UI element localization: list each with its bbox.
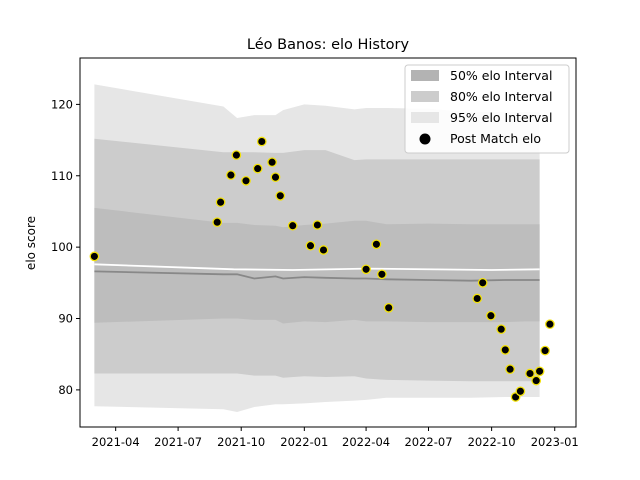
legend-frame bbox=[404, 64, 570, 154]
post-match-point bbox=[89, 251, 100, 262]
post-match-point bbox=[472, 293, 483, 304]
x-tick-label: 2022-04 bbox=[342, 435, 390, 449]
post-match-point bbox=[515, 386, 526, 397]
legend-label-50: 50% elo Interval bbox=[450, 68, 552, 83]
post-match-point bbox=[275, 190, 286, 201]
post-match-point bbox=[377, 269, 387, 280]
legend: 50% elo Interval 80% elo Interval 95% el… bbox=[404, 64, 570, 154]
x-tick-label: 2021-07 bbox=[154, 435, 202, 449]
y-tick-label: 90 bbox=[58, 312, 73, 326]
x-tick-label: 2021-10 bbox=[217, 435, 265, 449]
post-match-point bbox=[486, 310, 496, 321]
y-tick-label: 110 bbox=[51, 169, 73, 183]
post-match-point bbox=[534, 366, 545, 377]
plot-frame bbox=[79, 57, 577, 428]
y-tick-label: 80 bbox=[58, 383, 73, 397]
legend-swatch-50 bbox=[411, 70, 439, 81]
y-tick-label: 120 bbox=[51, 97, 73, 111]
post-match-point bbox=[256, 136, 267, 147]
plot-area bbox=[89, 84, 555, 413]
post-match-point bbox=[287, 220, 298, 231]
post-match-point bbox=[270, 172, 281, 183]
x-tick-label: 2022-07 bbox=[404, 435, 452, 449]
post-match-point bbox=[500, 345, 511, 355]
mean-line bbox=[94, 263, 540, 271]
post-match-point bbox=[531, 375, 542, 386]
band-50-interval bbox=[94, 207, 540, 324]
post-match-point bbox=[525, 368, 535, 379]
x-tick-label: 2021-04 bbox=[92, 435, 140, 449]
axes: 2021-04 2021-07 2021-10 2022-01 2022-04 2022-… bbox=[51, 57, 579, 449]
median-line bbox=[94, 270, 540, 282]
post-match-point bbox=[505, 364, 515, 375]
post-match-point bbox=[312, 220, 323, 230]
legend-label-95: 95% elo Interval bbox=[450, 110, 552, 125]
post-match-point bbox=[267, 157, 277, 168]
post-match-point bbox=[371, 239, 382, 250]
post-match-point bbox=[252, 163, 263, 174]
x-tick-label: 2023-01 bbox=[531, 435, 579, 449]
post-match-point bbox=[540, 345, 550, 356]
legend-label-post-match: Post Match elo bbox=[450, 131, 541, 146]
legend-swatch-80 bbox=[411, 91, 439, 102]
post-match-point bbox=[477, 277, 488, 288]
post-match-point bbox=[305, 240, 316, 251]
legend-swatch-95 bbox=[411, 112, 439, 123]
post-match-point bbox=[545, 319, 555, 330]
post-match-point bbox=[226, 170, 236, 180]
post-match-point bbox=[383, 302, 394, 313]
legend-label-80: 80% elo Interval bbox=[450, 89, 552, 104]
legend-marker-post-match bbox=[419, 133, 431, 145]
y-axis-label: elo score bbox=[24, 216, 38, 270]
post-match-point bbox=[215, 197, 226, 208]
x-tick-label: 2022-01 bbox=[280, 435, 328, 449]
post-match-point bbox=[361, 264, 371, 275]
post-match-point bbox=[231, 150, 242, 160]
chart-title: Léo Banos: elo History bbox=[247, 37, 410, 53]
x-tick-label: 2022-10 bbox=[468, 435, 516, 449]
post-match-point bbox=[241, 175, 251, 186]
y-tick-label: 100 bbox=[51, 240, 73, 254]
post-match-point bbox=[318, 245, 329, 255]
post-match-point bbox=[496, 324, 507, 335]
post-match-point bbox=[212, 217, 223, 228]
